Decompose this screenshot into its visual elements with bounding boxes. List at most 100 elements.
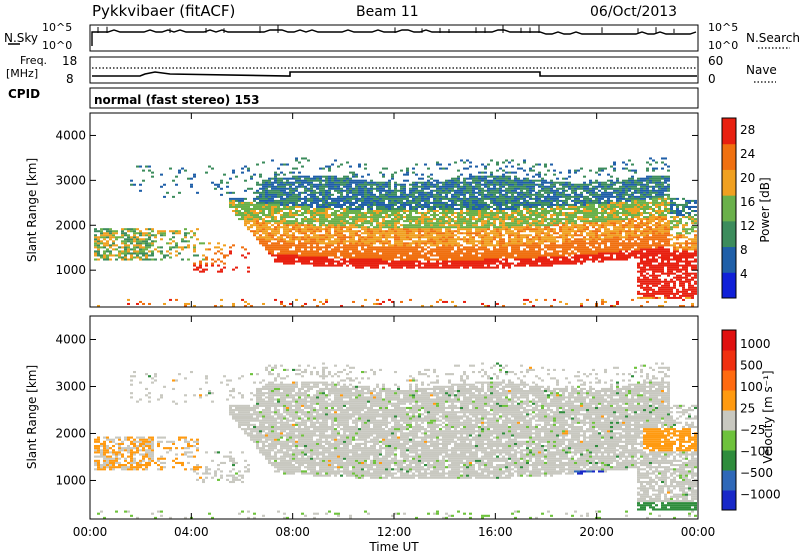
power-cell [256, 203, 259, 206]
power-cell [544, 236, 547, 239]
power-cell [454, 304, 457, 307]
power-cell [568, 260, 571, 263]
power-cell [379, 258, 382, 261]
power-cell [487, 220, 490, 223]
power-cell [448, 228, 451, 231]
power-cell [493, 228, 496, 231]
power-cell [154, 258, 157, 261]
power-cell [589, 244, 592, 247]
power-cell [580, 191, 583, 194]
power-cell [502, 181, 505, 184]
power-cell [334, 177, 337, 180]
power-cell [433, 205, 436, 208]
power-cell [328, 201, 331, 204]
power-cell [280, 189, 283, 192]
power-cell [229, 201, 232, 204]
power-cell [139, 248, 142, 251]
power-cell [325, 165, 328, 168]
power-cell [325, 197, 328, 200]
power-cell [370, 179, 373, 182]
power-cell [313, 260, 316, 263]
power-cell [481, 252, 484, 255]
power-cell [289, 242, 292, 245]
power-cell [466, 230, 469, 233]
power-cell [265, 244, 268, 247]
power-cell [343, 230, 346, 233]
power-cell [466, 218, 469, 221]
power-cell [370, 252, 373, 255]
power-cell [94, 234, 97, 237]
power-cell [505, 216, 508, 219]
power-cell [403, 220, 406, 223]
power-cell [439, 189, 442, 192]
power-cell [508, 175, 511, 178]
power-cell [385, 226, 388, 229]
power-cell [400, 262, 403, 265]
power-cell [496, 216, 499, 219]
power-cell [364, 199, 367, 202]
power-cell [370, 191, 373, 194]
power-cell [580, 167, 583, 170]
power-cell [376, 212, 379, 215]
power-cell [493, 250, 496, 253]
power-cell [589, 230, 592, 233]
power-cell [160, 246, 163, 249]
power-cell [244, 218, 247, 221]
power-cell [355, 179, 358, 182]
power-cell [379, 242, 382, 245]
power-cell [139, 256, 142, 259]
power-cell [382, 173, 385, 176]
power-cell [544, 181, 547, 184]
power-cell [169, 230, 172, 233]
power-cell [592, 220, 595, 223]
power-cell [280, 256, 283, 259]
power-cell [544, 195, 547, 198]
power-cell [289, 262, 292, 265]
power-cell [292, 197, 295, 200]
power-cell [475, 177, 478, 180]
power-cell [418, 260, 421, 263]
power-cell [154, 234, 157, 237]
power-cell [580, 212, 583, 215]
power-cell [559, 250, 562, 253]
power-cell [394, 266, 397, 269]
power-cell [496, 201, 499, 204]
power-cell [583, 244, 586, 247]
power-cell [475, 266, 478, 269]
power-cell [397, 218, 400, 221]
power-cell [406, 254, 409, 257]
power-cell [499, 187, 502, 190]
power-cell [400, 195, 403, 198]
power-cell [568, 183, 571, 186]
power-cell [541, 248, 544, 251]
power-cell [472, 191, 475, 194]
power-cell [451, 187, 454, 190]
power-cell [451, 212, 454, 215]
power-cell [364, 298, 367, 301]
power-cell [499, 252, 502, 255]
power-cell [472, 256, 475, 259]
power-cell [463, 218, 466, 221]
power-cell [481, 201, 484, 204]
power-cell [262, 228, 265, 231]
power-cell [325, 298, 328, 301]
power-cell [487, 242, 490, 245]
power-cell [514, 220, 517, 223]
power-cell [583, 181, 586, 184]
power-cell [346, 207, 349, 210]
power-cell [412, 185, 415, 188]
power-cell [487, 254, 490, 257]
power-cell [565, 177, 568, 180]
power-cell [382, 222, 385, 225]
power-cell [367, 244, 370, 247]
power-cell [478, 210, 481, 213]
power-cell [370, 193, 373, 196]
power-cell [310, 214, 313, 217]
power-cell [250, 214, 253, 217]
power-cell [307, 226, 310, 229]
power-cell [346, 264, 349, 267]
power-cell [511, 183, 514, 186]
power-cell [544, 260, 547, 263]
power-cell [280, 197, 283, 200]
power-cell [424, 254, 427, 257]
